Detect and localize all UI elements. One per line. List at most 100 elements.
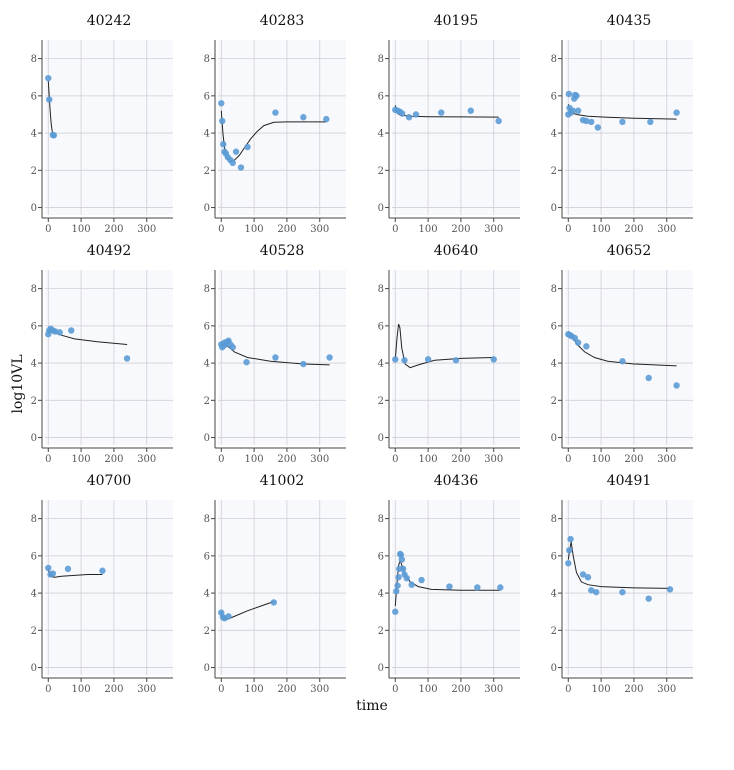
x-tick-label: 300 (484, 684, 503, 695)
panel: 0 100 200 300 0 2 4 6 8 40435 (551, 13, 693, 235)
x-tick-label: 100 (419, 224, 438, 235)
y-tick-label: 2 (551, 626, 557, 637)
x-tick-label: 0 (45, 684, 51, 695)
y-tick-label: 0 (31, 203, 37, 214)
panel-title: 40435 (607, 13, 652, 29)
panel: 0 100 200 300 0 2 4 6 8 40436 (378, 473, 520, 695)
y-tick-label: 6 (204, 91, 210, 102)
data-point (394, 582, 401, 589)
y-tick-label: 8 (378, 54, 384, 65)
data-point (45, 74, 52, 82)
y-tick-label: 6 (204, 551, 210, 562)
panel-background (392, 40, 520, 215)
y-tick-label: 6 (551, 91, 557, 102)
y-tick-label: 6 (378, 321, 384, 332)
data-point (244, 143, 251, 151)
y-tick-label: 8 (204, 54, 210, 65)
y-tick-label: 8 (551, 284, 557, 295)
x-tick-label: 100 (592, 454, 611, 465)
data-point (490, 356, 497, 363)
panel-background (565, 40, 693, 215)
y-tick-label: 4 (31, 359, 37, 370)
panel: 0 100 200 300 0 2 4 6 8 40652 (551, 243, 693, 465)
data-point (673, 382, 680, 389)
x-tick-label: 0 (218, 684, 224, 695)
x-tick-label: 200 (277, 224, 296, 235)
data-point (225, 613, 232, 620)
data-point (393, 588, 400, 595)
data-point (438, 109, 445, 116)
y-tick-label: 2 (551, 166, 557, 177)
y-tick-label: 2 (31, 166, 37, 177)
y-tick-label: 0 (204, 433, 210, 444)
data-point (408, 581, 415, 588)
y-tick-label: 2 (31, 396, 37, 407)
data-point (46, 96, 53, 103)
data-point (403, 574, 410, 582)
data-point (300, 114, 307, 121)
data-point (565, 560, 572, 567)
data-point (619, 118, 626, 126)
x-tick-label: 100 (72, 454, 91, 465)
data-point (392, 608, 399, 615)
data-point (583, 343, 590, 350)
y-tick-label: 6 (378, 91, 384, 102)
y-tick-label: 8 (551, 514, 557, 525)
data-point (45, 564, 52, 572)
data-point (64, 565, 72, 573)
panel: 0 100 200 300 0 2 4 6 8 41002 (204, 473, 346, 695)
data-point (497, 584, 504, 591)
x-tick-label: 100 (245, 684, 264, 695)
y-tick-label: 4 (378, 129, 384, 140)
panel: 0 100 200 300 0 2 4 6 8 40700 (31, 473, 173, 695)
y-tick-label: 6 (378, 551, 384, 562)
x-tick-label: 200 (104, 454, 123, 465)
y-tick-label: 6 (31, 551, 37, 562)
panel-title: 40528 (260, 243, 305, 259)
data-point (446, 583, 453, 590)
y-tick-label: 0 (204, 203, 210, 214)
data-point (398, 110, 406, 117)
data-point (645, 374, 652, 382)
data-point (272, 109, 279, 116)
data-point (243, 358, 250, 366)
data-point (424, 356, 432, 363)
x-tick-label: 0 (565, 224, 571, 235)
panel-background (45, 270, 173, 445)
data-point (401, 357, 408, 364)
y-tick-label: 8 (31, 514, 37, 525)
panel-title: 40242 (87, 13, 132, 29)
y-tick-label: 0 (551, 663, 557, 674)
y-tick-label: 8 (31, 284, 37, 295)
y-tick-label: 6 (551, 321, 557, 332)
data-point (323, 115, 330, 123)
data-point (588, 118, 595, 126)
x-tick-label: 300 (137, 454, 156, 465)
y-tick-label: 2 (204, 166, 210, 177)
data-point (573, 92, 580, 100)
data-point (452, 357, 460, 364)
y-tick-label: 0 (31, 433, 37, 444)
y-tick-label: 2 (378, 626, 384, 637)
x-tick-label: 100 (72, 684, 91, 695)
data-point (99, 567, 106, 574)
panel-title: 40283 (260, 13, 305, 29)
data-point (412, 111, 420, 118)
y-tick-label: 2 (204, 626, 210, 637)
panel: 0 100 200 300 0 2 4 6 8 40195 (378, 13, 520, 235)
y-axis-label: log10VL (10, 354, 26, 413)
data-point (56, 329, 63, 336)
data-point (619, 588, 626, 596)
x-tick-label: 100 (419, 684, 438, 695)
y-tick-label: 6 (551, 551, 557, 562)
y-tick-label: 6 (31, 321, 37, 332)
y-tick-label: 6 (31, 91, 37, 102)
x-tick-label: 300 (657, 684, 676, 695)
x-tick-label: 300 (310, 454, 329, 465)
x-tick-label: 100 (72, 224, 91, 235)
data-point (647, 118, 654, 126)
x-tick-label: 200 (277, 454, 296, 465)
data-point (594, 124, 602, 131)
